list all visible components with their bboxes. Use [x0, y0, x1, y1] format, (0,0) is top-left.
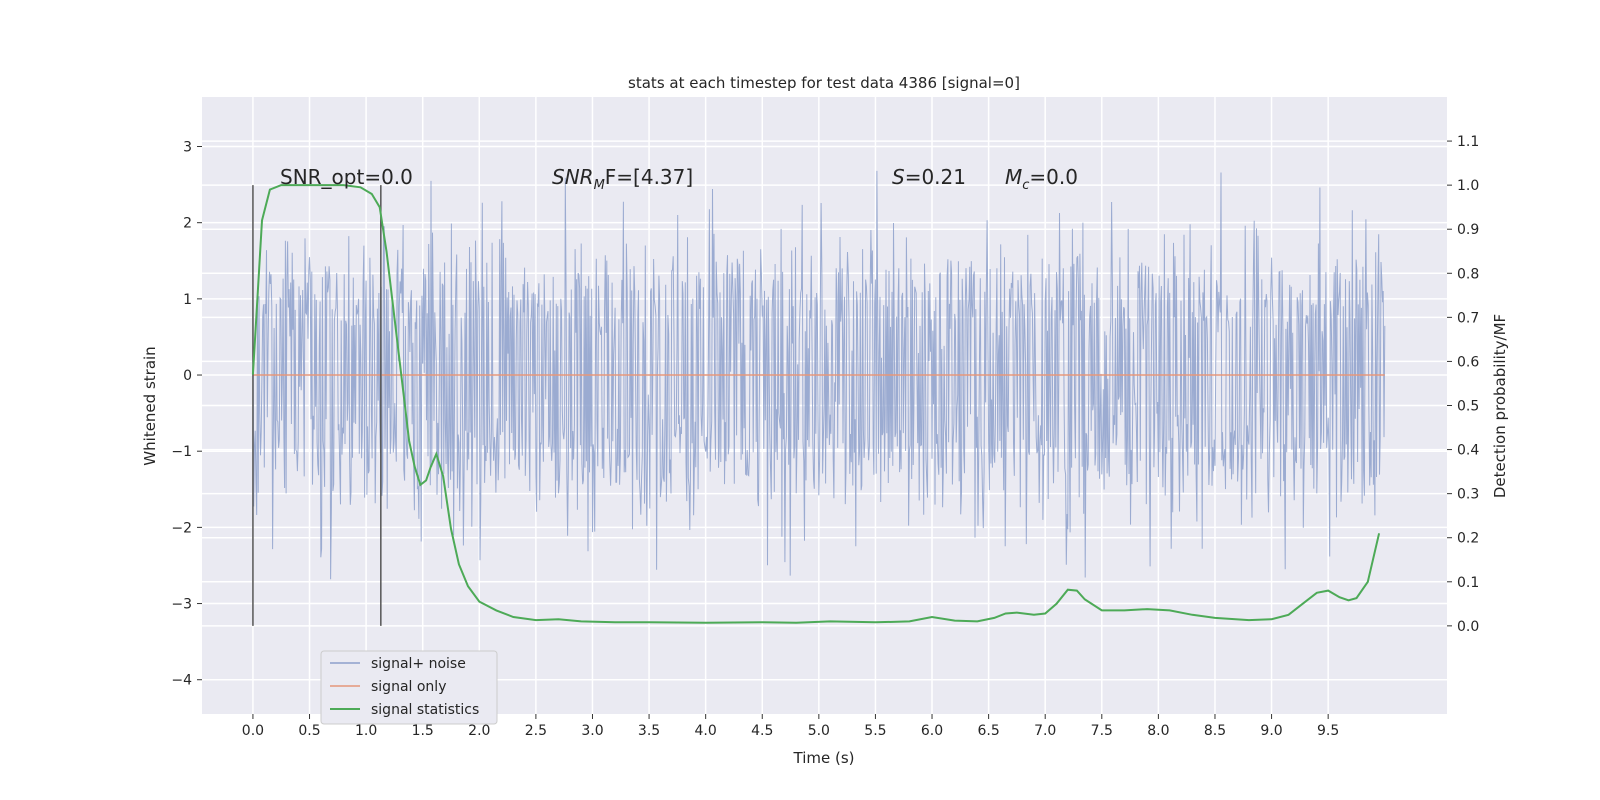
- x-tick-label: 1.5: [412, 723, 434, 739]
- legend: signal+ noise signal only signal statist…: [320, 650, 498, 725]
- chart-title: stats at each timestep for test data 438…: [628, 74, 1020, 92]
- legend-label-signal-noise: signal+ noise: [371, 656, 466, 672]
- x-tick-label: 5.0: [808, 723, 830, 739]
- x-axis-label: Time (s): [793, 749, 855, 767]
- signal-statistics-line: [251, 184, 1381, 624]
- annotation-snr-opt: SNR_opt=0.0: [280, 165, 413, 189]
- x-tick-label: 7.0: [1034, 723, 1056, 739]
- vertical-marker-lines: [252, 185, 382, 626]
- x-tick-label: 6.0: [921, 723, 943, 739]
- annotation-snr-mf: SNRMF=[4.37]: [552, 165, 693, 193]
- x-tick-label: 0.0: [242, 723, 264, 739]
- y2-tick-label: 0.6: [1457, 354, 1479, 370]
- x-tick-label: 2.0: [468, 723, 490, 739]
- y2-tick-label: 0.5: [1457, 399, 1479, 415]
- legend-box: [320, 650, 498, 725]
- x-tick-label: 5.5: [864, 723, 886, 739]
- y-axis-label: Whitened strain: [141, 346, 159, 465]
- x-tick-label: 9.5: [1317, 723, 1339, 739]
- y-tick-label: −1: [171, 444, 192, 460]
- x-tick-label: 8.5: [1204, 723, 1226, 739]
- y2-tick-label: 1.1: [1457, 134, 1479, 150]
- x-tick-label: 1.0: [355, 723, 377, 739]
- right-y-axis-label: Detection probability/MF: [1491, 314, 1509, 498]
- y-tick-label: 3: [183, 140, 192, 156]
- x-tick-label: 4.0: [695, 723, 717, 739]
- x-tick-label: 2.5: [525, 723, 547, 739]
- y-tick-label: −2: [171, 520, 192, 536]
- legend-label-signal-statistics: signal statistics: [371, 702, 479, 718]
- y-tick-label: 1: [183, 292, 192, 308]
- y2-tick-label: 0.9: [1457, 222, 1479, 238]
- y2-tick-label: 0.3: [1457, 487, 1479, 503]
- y-tick-label: 0: [183, 368, 192, 384]
- signal-noise-series: [252, 170, 1386, 580]
- x-axis-ticks: 0.0 0.5 1.0 1.5 2.0 2.5 3.0 3.5 4.0 4.5 5.0 5.5 6.0 6…: [242, 714, 1339, 739]
- x-tick-label: 8.0: [1147, 723, 1169, 739]
- annotation-mc: Mc=0.0: [1005, 165, 1078, 193]
- y-tick-label: −3: [171, 597, 192, 613]
- right-y-axis-ticks: 1.1 1.0 0.9 0.8 0.7 0.6 0.5 0.4 0.3 0.2 0.1 0.0: [1447, 134, 1479, 635]
- y2-tick-label: 0.7: [1457, 310, 1479, 326]
- annotation-s: S=0.21: [892, 165, 966, 189]
- x-tick-label: 9.0: [1260, 723, 1282, 739]
- x-tick-label: 6.5: [977, 723, 999, 739]
- y-tick-label: −4: [171, 673, 192, 689]
- y2-tick-label: 1.0: [1457, 178, 1479, 194]
- x-tick-label: 0.5: [298, 723, 320, 739]
- x-tick-label: 3.0: [581, 723, 603, 739]
- x-tick-label: 7.5: [1091, 723, 1113, 739]
- legend-label-signal-only: signal only: [371, 679, 446, 695]
- y2-tick-label: 0.2: [1457, 531, 1479, 547]
- y2-tick-label: 0.1: [1457, 575, 1479, 591]
- y-tick-label: 2: [183, 216, 192, 232]
- x-tick-label: 3.5: [638, 723, 660, 739]
- y2-tick-label: 0.4: [1457, 443, 1479, 459]
- x-tick-label: 4.5: [751, 723, 773, 739]
- y2-tick-label: 0.0: [1457, 619, 1479, 635]
- y2-tick-label: 0.8: [1457, 266, 1479, 282]
- signal-noise-trace: [252, 170, 1386, 580]
- left-y-axis-ticks: 3 2 1 0 −1 −2 −3 −4: [171, 140, 202, 689]
